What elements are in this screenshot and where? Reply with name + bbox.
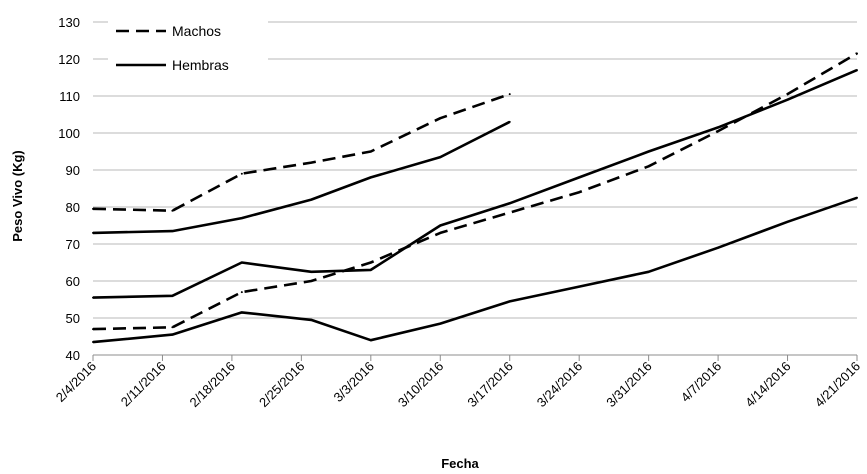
y-tick-label-70: 70 — [66, 237, 80, 252]
y-tick-label-80: 80 — [66, 200, 80, 215]
y-tick-label-130: 130 — [58, 15, 80, 30]
data-point-hembras-4-4 — [310, 270, 313, 273]
data-point-machos-2-10 — [786, 93, 789, 96]
y-tick-labels: 40 50 60 70 80 90 100 110 120 130 — [58, 15, 80, 363]
series-group — [92, 52, 858, 344]
x-tick-label-4: 2/25/2016 — [256, 359, 308, 411]
data-point-hembras-5-3 — [240, 311, 243, 314]
x-tick-label-12: 4/21/2016 — [812, 359, 864, 411]
series-line-hembras-3 — [92, 120, 511, 235]
data-point-hembras-3-4 — [310, 198, 313, 201]
data-point-hembras-3-7 — [508, 120, 511, 123]
x-tick-label-8: 3/24/2016 — [534, 359, 586, 411]
y-tick-label-90: 90 — [66, 163, 80, 178]
data-point-hembras-4-2 — [171, 294, 174, 297]
data-point-machos-2-7 — [578, 191, 581, 194]
y-tick-label-40: 40 — [66, 348, 80, 363]
data-point-hembras-4-11 — [786, 98, 789, 101]
data-point-hembras-5-6 — [439, 322, 442, 325]
data-point-machos-1-7 — [508, 93, 511, 96]
data-point-hembras-3-6 — [439, 156, 442, 159]
data-point-machos-2-3 — [240, 291, 243, 294]
data-point-machos-2-4 — [310, 280, 313, 282]
y-tick-label-50: 50 — [66, 311, 80, 326]
data-point-hembras-4-6 — [439, 224, 442, 227]
x-tick-label-7: 3/17/2016 — [464, 359, 516, 411]
series-line-hembras-4 — [92, 68, 858, 299]
x-tick-label-2: 2/11/2016 — [118, 359, 169, 410]
series-line-hembras-5 — [92, 196, 858, 344]
x-axis — [92, 354, 858, 361]
legend-label-machos: Machos — [172, 23, 221, 39]
data-point-machos-1-1 — [92, 207, 94, 210]
data-point-hembras-3-3 — [240, 217, 243, 220]
x-tick-label-6: 3/10/2016 — [395, 359, 447, 411]
data-point-hembras-5-11 — [786, 220, 789, 223]
y-axis-title: Peso Vivo (Kg) — [10, 150, 25, 242]
legend-label-hembras: Hembras — [172, 57, 229, 73]
series-line-machos-2 — [92, 52, 858, 331]
data-point-hembras-4-5 — [369, 268, 372, 271]
x-tick-label-1: 2/4/2016 — [53, 359, 99, 405]
data-point-hembras-4-3 — [240, 261, 243, 264]
data-point-hembras-4-8 — [578, 176, 581, 179]
data-point-hembras-5-4 — [310, 318, 313, 321]
data-point-machos-1-2 — [171, 209, 174, 212]
x-tick-label-11: 4/14/2016 — [742, 359, 794, 411]
data-point-hembras-4-1 — [92, 296, 94, 299]
data-point-machos-2-5 — [369, 261, 372, 264]
data-point-hembras-3-1 — [92, 231, 94, 234]
data-point-machos-2-1 — [92, 328, 94, 331]
grid-lines — [93, 21, 857, 319]
y-tick-label-110: 110 — [59, 89, 80, 104]
data-point-hembras-5-10 — [717, 246, 720, 249]
data-point-machos-2-6 — [439, 231, 442, 234]
x-tick-label-9: 3/31/2016 — [603, 359, 655, 411]
data-point-hembras-5-2 — [171, 333, 174, 336]
data-point-machos-2-2 — [171, 326, 174, 329]
data-point-hembras-3-2 — [171, 230, 174, 233]
data-point-hembras-3-5 — [369, 176, 372, 179]
data-point-machos-1-3 — [240, 172, 243, 175]
data-point-hembras-5-8 — [578, 285, 581, 288]
data-point-machos-1-6 — [439, 117, 442, 120]
data-point-hembras-5-1 — [92, 341, 94, 344]
data-point-machos-2-11 — [856, 52, 858, 55]
y-tick-label-100: 100 — [58, 126, 80, 141]
x-tick-label-5: 3/3/2016 — [331, 359, 377, 405]
data-point-hembras-4-9 — [647, 150, 650, 153]
x-tick-label-10: 4/7/2016 — [678, 359, 724, 405]
data-point-hembras-5-9 — [647, 270, 650, 273]
data-point-machos-1-5 — [369, 150, 372, 153]
data-point-hembras-4-12 — [856, 69, 858, 72]
legend-background — [108, 15, 268, 85]
data-point-machos-2-9 — [717, 130, 720, 133]
data-point-machos-1-4 — [310, 161, 313, 164]
data-point-hembras-5-5 — [369, 339, 372, 342]
x-tick-label-3: 2/18/2016 — [187, 359, 239, 411]
y-tick-label-60: 60 — [66, 274, 80, 289]
data-point-hembras-5-7 — [508, 300, 511, 303]
data-point-hembras-5-12 — [856, 196, 858, 199]
data-point-machos-2-8 — [647, 165, 650, 168]
data-point-hembras-4-7 — [508, 202, 511, 205]
y-tick-label-120: 120 — [58, 52, 80, 67]
data-point-hembras-4-10 — [717, 126, 720, 129]
x-tick-labels: 2/4/2016 2/11/2016 2/18/2016 2/25/2016 3/3/2… — [53, 359, 863, 411]
x-axis-title: Fecha — [441, 456, 479, 471]
legend: Machos Hembras — [116, 23, 229, 73]
